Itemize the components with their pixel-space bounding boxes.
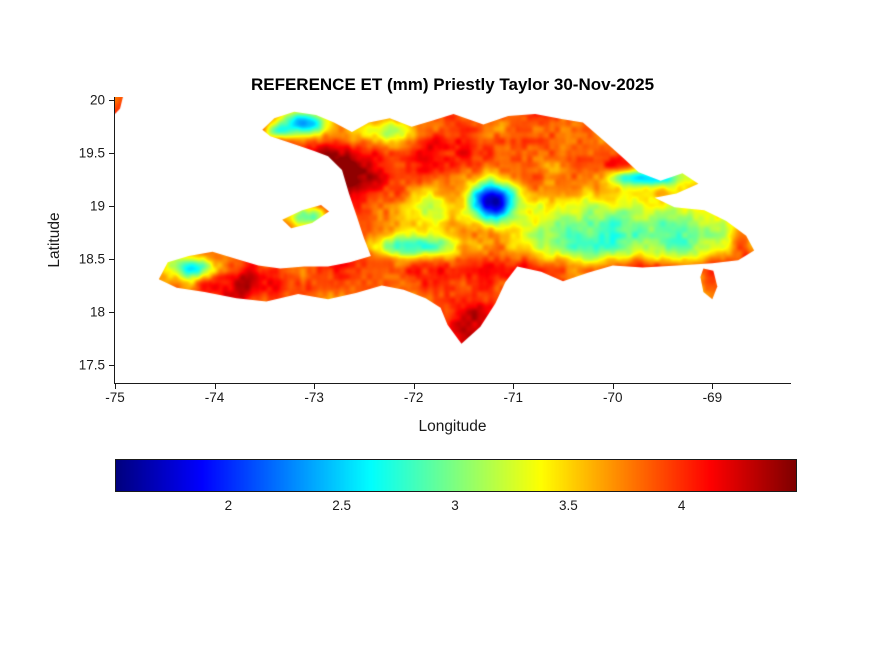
y-tick-mark [109,312,114,314]
y-axis-line [114,97,115,384]
colorbar-tick-label: 3.5 [558,498,578,513]
x-tick-mark [115,384,116,389]
x-tick-mark [314,384,316,389]
x-axis-label: Longitude [418,418,487,435]
y-tick-label: 19.5 [78,145,105,161]
x-tick-mark [612,384,614,389]
x-tick-mark [214,384,216,389]
hispaniola-et-heatmap [115,97,790,383]
x-tick-mark [712,384,714,389]
y-tick-mark [109,100,114,102]
x-tick-label: -69 [702,390,723,405]
y-tick-label: 20 [89,92,105,108]
y-tick-mark [109,206,114,208]
x-tick-mark [513,384,515,389]
colorbar-tick-label: 3 [451,498,459,513]
x-tick-label: -72 [403,390,424,405]
colorbar-tick-label: 2.5 [332,498,352,513]
x-tick-mark [413,384,415,389]
x-tick-label: -70 [603,390,623,405]
colorbar-tick-label: 4 [677,498,686,513]
y-tick-mark [109,364,114,366]
map-plot-area [115,97,790,383]
x-tick-label: -71 [503,390,523,405]
colorbar-tick-label: 2 [224,498,233,513]
y-tick-mark [109,153,114,155]
y-tick-label: 19 [89,198,105,214]
x-tick-label: -73 [304,390,324,405]
x-axis-line [114,383,791,384]
x-tick-label: -74 [204,390,225,405]
y-tick-label: 17.5 [78,357,105,373]
chart-title: REFERENCE ET (mm) Priestly Taylor 30-Nov… [250,75,655,94]
y-tick-mark [109,259,114,261]
y-tick-label: 18 [89,304,105,320]
colorbar-gradient [115,459,797,492]
y-tick-label: 18.5 [78,251,105,267]
x-tick-label: -75 [105,390,125,405]
